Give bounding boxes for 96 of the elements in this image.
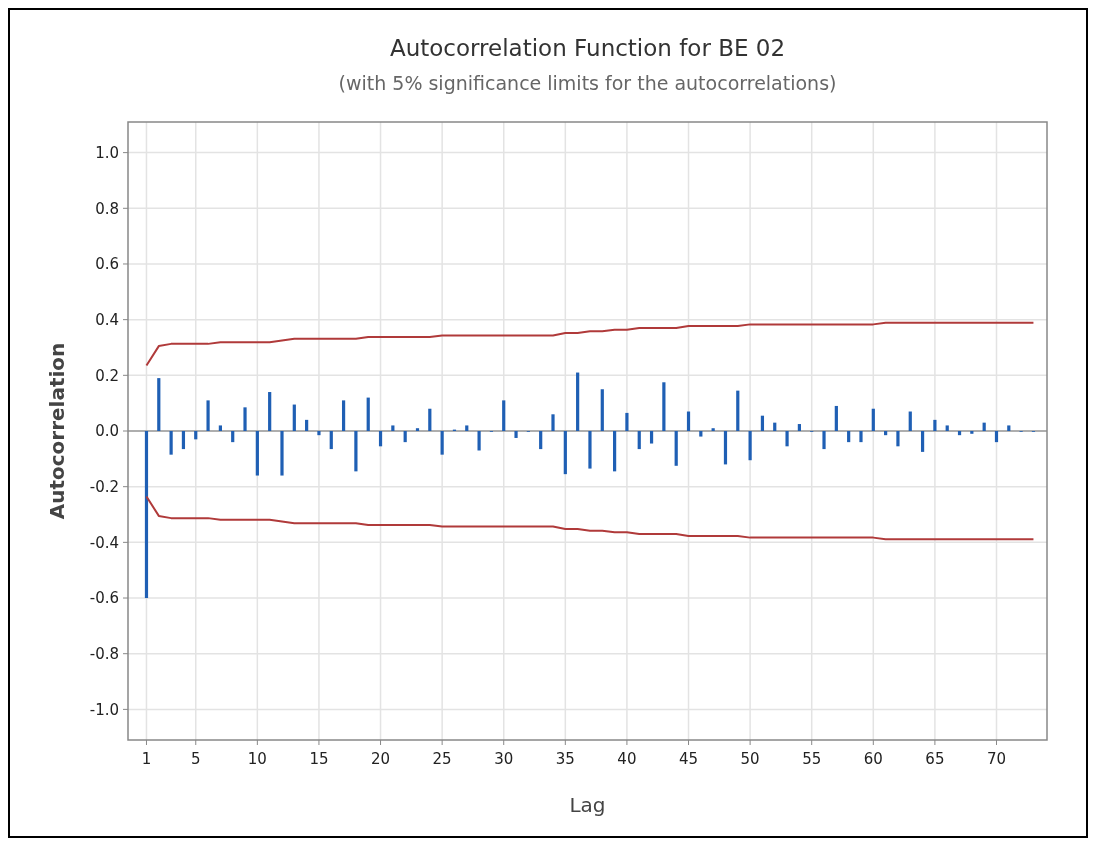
bar [465, 425, 469, 431]
bar [428, 408, 432, 431]
bar [884, 431, 888, 436]
bar [231, 431, 235, 443]
bar [600, 389, 604, 431]
x-tick-label: 15 [309, 750, 329, 768]
bar [366, 397, 370, 431]
line-series [145, 495, 1035, 541]
y-tick-label: 0.0 [95, 422, 119, 441]
y-axis-title: Autocorrelation [45, 342, 69, 520]
y-tick-label: 1.0 [95, 143, 119, 162]
y-tick-label: -0.8 [89, 644, 119, 663]
bar [859, 431, 863, 443]
bar [920, 431, 925, 452]
y-tick-label: 0.4 [95, 310, 119, 329]
chart-title: Autocorrelation Function for BE 02 [389, 35, 786, 61]
bar [908, 411, 912, 431]
bar [970, 431, 974, 434]
bar [502, 400, 506, 431]
x-tick-label: 70 [986, 750, 1007, 768]
bar [994, 431, 999, 443]
bar [317, 431, 321, 436]
bar [797, 424, 801, 431]
bar [255, 431, 259, 476]
bar [218, 425, 222, 431]
y-tick-label: -0.2 [89, 477, 119, 496]
x-tick-label: 5 [190, 750, 201, 768]
bar [403, 431, 407, 443]
bar [391, 425, 395, 431]
bar [563, 431, 567, 475]
y-tick-label: 0.8 [95, 199, 119, 218]
bar [896, 431, 900, 447]
bar [268, 392, 272, 431]
y-tick-label: -0.4 [89, 533, 119, 552]
x-tick-label: 40 [617, 750, 637, 768]
x-tick-label: 50 [740, 750, 760, 768]
bar [144, 431, 149, 599]
x-tick-label: 30 [494, 750, 514, 768]
bar [440, 431, 444, 455]
bar [871, 408, 875, 431]
y-tick-label: -0.6 [89, 589, 119, 608]
bar [847, 431, 851, 443]
bar [723, 431, 728, 465]
bar [674, 431, 678, 466]
bar [736, 390, 740, 431]
bar [169, 431, 173, 455]
bar [157, 378, 161, 431]
bar [477, 431, 481, 451]
bar [206, 400, 210, 431]
bar [748, 431, 752, 461]
x-tick-label: 35 [555, 750, 575, 768]
x-axis-title: Lag [569, 793, 606, 817]
bar [822, 431, 826, 450]
bar [539, 431, 543, 450]
bar [711, 428, 715, 431]
x-tick-label: 65 [925, 750, 945, 768]
bar [354, 431, 358, 472]
bar [378, 431, 383, 447]
bar [514, 431, 518, 438]
bar [785, 431, 789, 447]
y-tick-label: 0.2 [95, 366, 119, 385]
bar [699, 431, 703, 437]
bar [1007, 425, 1011, 431]
x-tick-label: 25 [432, 750, 452, 768]
bar [341, 400, 346, 431]
x-tick-label: 10 [247, 750, 267, 768]
bar [625, 412, 629, 431]
bar [834, 405, 838, 431]
bar [933, 419, 937, 431]
bar [649, 431, 654, 444]
bar [637, 431, 641, 450]
x-tick-label: 55 [802, 750, 822, 768]
bar [957, 431, 962, 436]
y-tick-label: 0.6 [95, 255, 119, 274]
bar [588, 431, 592, 469]
bar [305, 419, 309, 431]
bar [576, 372, 580, 431]
x-tick-label: 20 [370, 750, 391, 768]
x-tick-label: 60 [863, 750, 883, 768]
line-series [145, 321, 1035, 367]
bar [945, 425, 949, 431]
bar [613, 431, 617, 472]
x-tick-label: 45 [678, 750, 699, 768]
y-tick-label: -1.0 [89, 700, 119, 719]
bar [415, 428, 420, 431]
bar [662, 382, 666, 431]
bar [292, 404, 296, 431]
bar [243, 407, 247, 431]
chart-subtitle: (with 5% significance limits for the autocorrelations) [338, 72, 837, 94]
bar [280, 431, 284, 476]
bar [329, 431, 333, 450]
bar [181, 431, 186, 450]
bar [686, 411, 691, 431]
bar [760, 415, 765, 431]
bar [551, 414, 555, 431]
x-tick-label: 1 [141, 750, 152, 768]
